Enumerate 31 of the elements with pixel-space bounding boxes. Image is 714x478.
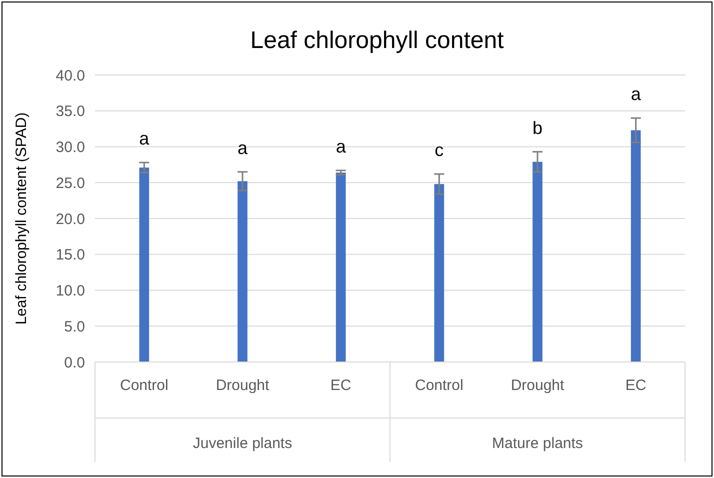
data-label: a [630, 84, 642, 104]
bar [434, 184, 444, 362]
y-axis-title: Leaf chlorophyll content (SPAD) [13, 112, 30, 325]
text: Mature plants [492, 435, 583, 452]
y-tick-label: 35.0 [56, 103, 85, 120]
data-label: a [237, 138, 248, 158]
data-label: b [532, 118, 543, 138]
x-tick-label: Control [414, 377, 464, 394]
y-tick-label: 25.0 [56, 174, 85, 192]
text: Juvenile plants [192, 435, 292, 452]
y-tick-label: 30.0 [56, 139, 85, 156]
y-tick-label: 20.0 [56, 210, 85, 228]
x-tick-label: EC [330, 377, 352, 394]
bar [630, 130, 641, 362]
bar [532, 162, 542, 362]
y-tick-label: 0.0 [64, 354, 85, 372]
data-label: a [336, 136, 347, 156]
y-tick-label: 5.0 [64, 318, 85, 336]
y-tick-label: 40.0 [56, 67, 85, 84]
bar [238, 181, 248, 362]
x-tick-label: Control [120, 377, 168, 394]
x-tick-label: EC [625, 377, 646, 394]
x-tick-label: Drought [510, 377, 566, 394]
bar [139, 168, 150, 362]
bar [336, 172, 346, 362]
data-label: a [139, 128, 150, 149]
data-label: c [434, 140, 444, 160]
chart-title: Leaf chlorophyll content [250, 27, 504, 54]
y-tick-label: 10.0 [56, 282, 85, 300]
x-tick-label: Drought [216, 377, 270, 394]
y-tick-label: 15.0 [56, 246, 85, 264]
